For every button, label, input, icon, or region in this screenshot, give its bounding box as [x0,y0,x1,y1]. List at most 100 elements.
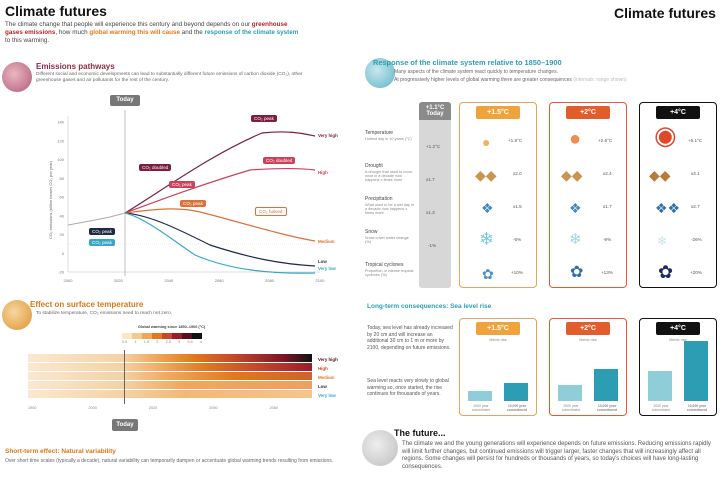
snowflake-icon: ❄ [657,234,668,248]
snowflake-icon: ❄ [569,231,582,248]
line-very-high [124,131,316,214]
y-tick-label: 80 [60,176,65,181]
y-tick-label: -20 [58,270,65,275]
stripe-label-medium: Medium [318,375,335,380]
sealevel-card-2: +2°C Metric rise 2000 year commitment 10… [549,318,627,416]
line-low [124,212,316,267]
emissions-axes [67,110,320,276]
column-4: +4°C [639,102,717,288]
stripe-very-high [28,354,312,362]
chip-very-high-peak: CO₂ peak [251,115,277,122]
historical-line [67,212,126,226]
response-rows: Temperature Hottest day in 10 years (°C)… [365,120,720,293]
chip-medium-peak: CO₂ peak [180,200,206,207]
response-title: Response of the climate system relative … [373,58,562,67]
rain-drop-icon: ❖ [481,200,494,216]
cracked-earth-icon: ◆◆ [561,167,583,183]
stripe-label-low: Low [318,384,327,389]
sealevel-text1: Today, sea level has already increased b… [367,325,453,351]
warming-stripes [28,354,312,398]
left-page-title: Climate futures [5,3,107,19]
bar-2000 [558,385,582,401]
column-1-5: +1.5°C [459,102,537,288]
emissions-globe-icon [2,62,32,92]
scenario-high: High [318,170,328,175]
today-line-bottom [124,350,125,404]
future-text: The climate we and the young generations… [402,441,711,470]
snowflake-icon: ❄ [479,229,495,249]
today-column-label: +1.1°C Today [419,102,451,120]
row-precipitation: Precipitation What used to be a wet day … [365,196,700,216]
cyclone-icon: ✿ [658,262,674,282]
shortterm-text: Over short time scales (typically a deca… [5,458,334,464]
sun-icon: ● [569,128,582,150]
chip-very-low-peak: CO₂ peak [89,239,115,246]
chip-very-high-doubled: CO₂ doubled [139,164,172,171]
row-drought: Drought A drought that used to occur onc… [365,163,700,183]
x-tick-label: 2080 [265,278,275,283]
scenario-very-low: Very low [318,266,336,271]
sealevel-text2: Sea level reacts very slowly to global w… [367,378,449,398]
line-very-low [124,212,316,274]
bar-2000 [468,391,492,401]
x-tick-label: 2100 [316,278,326,283]
stripe-label-high: High [318,366,328,371]
rain-drop-icon: ❖❖ [655,200,681,216]
x-tick-label: 2060 [215,278,225,283]
stripe-low [28,381,312,389]
warming-legend-bar [122,333,202,339]
y-tick-label: 40 [60,213,65,218]
emissions-ylabel: CO₂ emissions (billion tonnes CO₂ per ye… [48,160,53,239]
cyclone-icon: ✿ [482,266,494,282]
sun-icon: ● [482,134,491,150]
stripe-label-very-low: Very low [318,393,336,398]
y-tick-label: 60 [60,195,65,200]
stripe-label-very-high: Very high [318,357,338,362]
sealevel-card-1-5: +1.5°C Metric rise 2000 year commitment … [459,318,537,416]
y-tick-label: 140 [57,120,64,125]
rain-drop-icon: ❖ [569,200,582,216]
today-column: +1.1°C Today [419,102,451,288]
row-snow: Snow Snow cover water change (%) -1% ❄ -… [365,229,702,249]
row-tropical-cyclones: Tropical cyclones Proportion of intense … [365,262,702,282]
warming-legend-ticks: 0.5 1 1.5 2 2.5 3 3.5 4 [122,340,202,344]
x-tick-label: 2020 [114,278,124,283]
temperature-globe-icon [2,300,32,330]
line-medium [124,208,316,242]
shortterm-title: Short-term effect: Natural variability [5,448,116,455]
y-ticks: 140 120 100 80 60 40 20 0 -20 [57,120,64,275]
scenario-low: Low [318,259,327,264]
sealevel-card-4: +4°C Metric rise 2000 year commitment 10… [639,318,717,416]
row-temperature: Temperature Hottest day in 10 years (°C)… [365,120,703,150]
sun-icon: ◉ [654,120,677,150]
left-intro: The climate change that people will expe… [5,21,299,45]
future-globe-icon [362,430,398,466]
level-2-label: +2°C [566,106,610,119]
response-globe-icon [365,58,395,88]
emissions-text: Different social and economic developmen… [36,72,303,83]
cyclone-icon: ✿ [570,264,584,281]
today-marker-top: Today [110,95,140,106]
cracked-earth-icon: ◆◆ [649,167,671,183]
warming-legend-title: Global warming since 1850–1900 (°C) [138,325,206,329]
surface-title: Effect on surface temperature [30,300,144,309]
x-tick-label: 2000 [64,278,74,283]
bar-2000 [648,371,672,401]
emissions-title: Emissions pathways [36,62,115,71]
y-tick-label: 100 [57,157,64,162]
x-ticks: 2000 2020 2040 2060 2080 2100 [64,278,326,283]
stripe-xticks: 1950 2000 2020 2050 2060 [28,406,278,410]
y-tick-label: 120 [57,138,64,143]
y-tick-label: 20 [60,232,65,237]
surface-text: To stabilize temperature, CO₂ emissions … [36,311,172,316]
bar-10000 [684,341,708,401]
cracked-earth-icon: ◆◆ [475,167,497,183]
right-page-title: Climate futures [614,5,716,21]
stripe-medium [28,372,312,380]
bar-10000 [504,383,528,401]
future-title: The future... [394,428,446,438]
sealevel-title: Long-term consequences: Sea level rise [367,303,492,310]
stripe-very-low [28,390,312,398]
level-4-label: +4°C [656,106,700,119]
